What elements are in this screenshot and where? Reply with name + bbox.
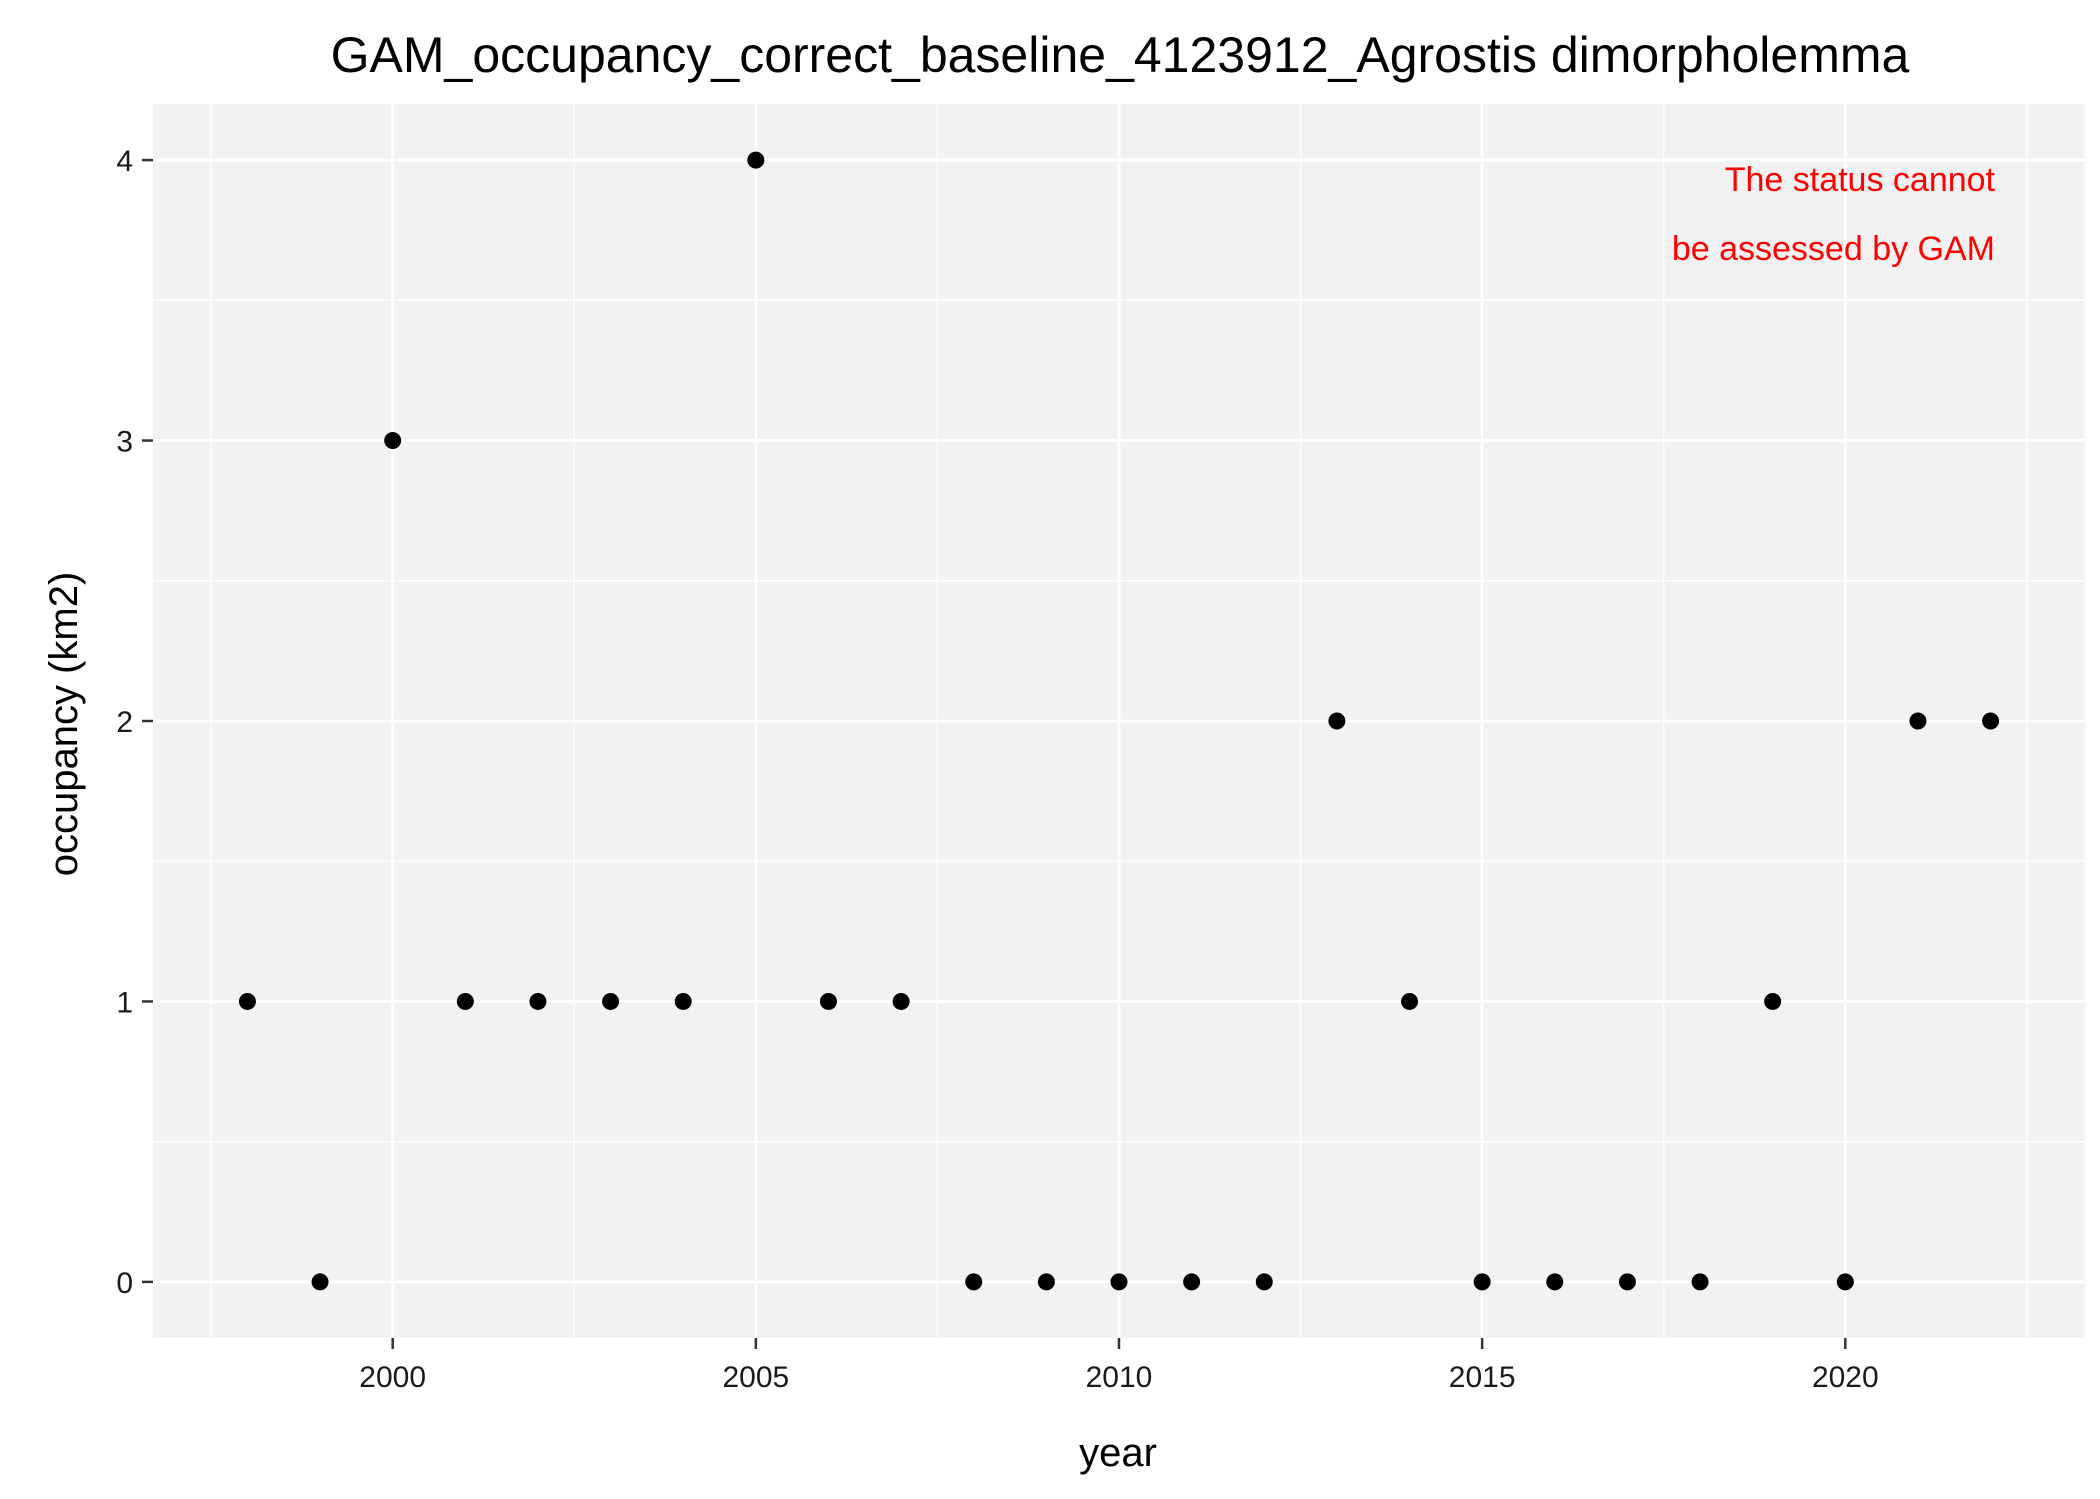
data-point xyxy=(1110,1273,1128,1291)
y-tick-label: 2 xyxy=(116,706,133,739)
data-point xyxy=(238,992,256,1010)
y-tick-label: 0 xyxy=(116,1267,133,1300)
data-point xyxy=(1909,712,1927,730)
annotation-line: be assessed by GAM xyxy=(1672,230,1995,268)
x-axis-title: year xyxy=(1079,1431,1157,1475)
data-point xyxy=(456,992,474,1010)
data-point xyxy=(529,992,547,1010)
x-tick-label: 2015 xyxy=(1449,1361,1516,1394)
major-gridlines xyxy=(153,104,2085,1338)
data-points xyxy=(238,151,2000,1291)
annotation: The status cannot be assessed by GAM xyxy=(1672,161,1996,268)
x-tick-label: 2000 xyxy=(359,1361,426,1394)
data-point xyxy=(1618,1273,1636,1291)
data-point xyxy=(1473,1273,1491,1291)
x-axis: 2000 2005 2010 2015 2020 xyxy=(359,1338,1879,1394)
data-point xyxy=(1836,1273,1854,1291)
x-tick-label: 2005 xyxy=(722,1361,789,1394)
data-point xyxy=(674,992,692,1010)
data-point xyxy=(747,151,765,169)
data-point xyxy=(1764,992,1782,1010)
data-point xyxy=(892,992,910,1010)
data-point xyxy=(1255,1273,1273,1291)
data-point xyxy=(819,992,837,1010)
data-point xyxy=(1328,712,1346,730)
data-point xyxy=(1183,1273,1201,1291)
y-tick-label: 3 xyxy=(116,426,133,459)
x-tick-label: 2010 xyxy=(1086,1361,1153,1394)
data-point xyxy=(1691,1273,1709,1291)
data-point xyxy=(602,992,620,1010)
y-axis: 0 1 2 3 4 xyxy=(116,145,153,1300)
data-point xyxy=(311,1273,329,1291)
annotation-line: The status cannot xyxy=(1725,161,1996,199)
y-axis-title: occupancy (km2) xyxy=(42,572,86,877)
y-tick-label: 4 xyxy=(116,145,133,178)
x-tick-label: 2020 xyxy=(1812,1361,1879,1394)
data-point xyxy=(1037,1273,1055,1291)
y-tick-label: 1 xyxy=(116,986,133,1019)
data-point xyxy=(1546,1273,1564,1291)
data-point xyxy=(965,1273,983,1291)
data-point xyxy=(1401,992,1419,1010)
data-point xyxy=(1982,712,2000,730)
data-point xyxy=(384,432,402,450)
chart-title: GAM_occupancy_correct_baseline_4123912_A… xyxy=(331,27,1910,83)
